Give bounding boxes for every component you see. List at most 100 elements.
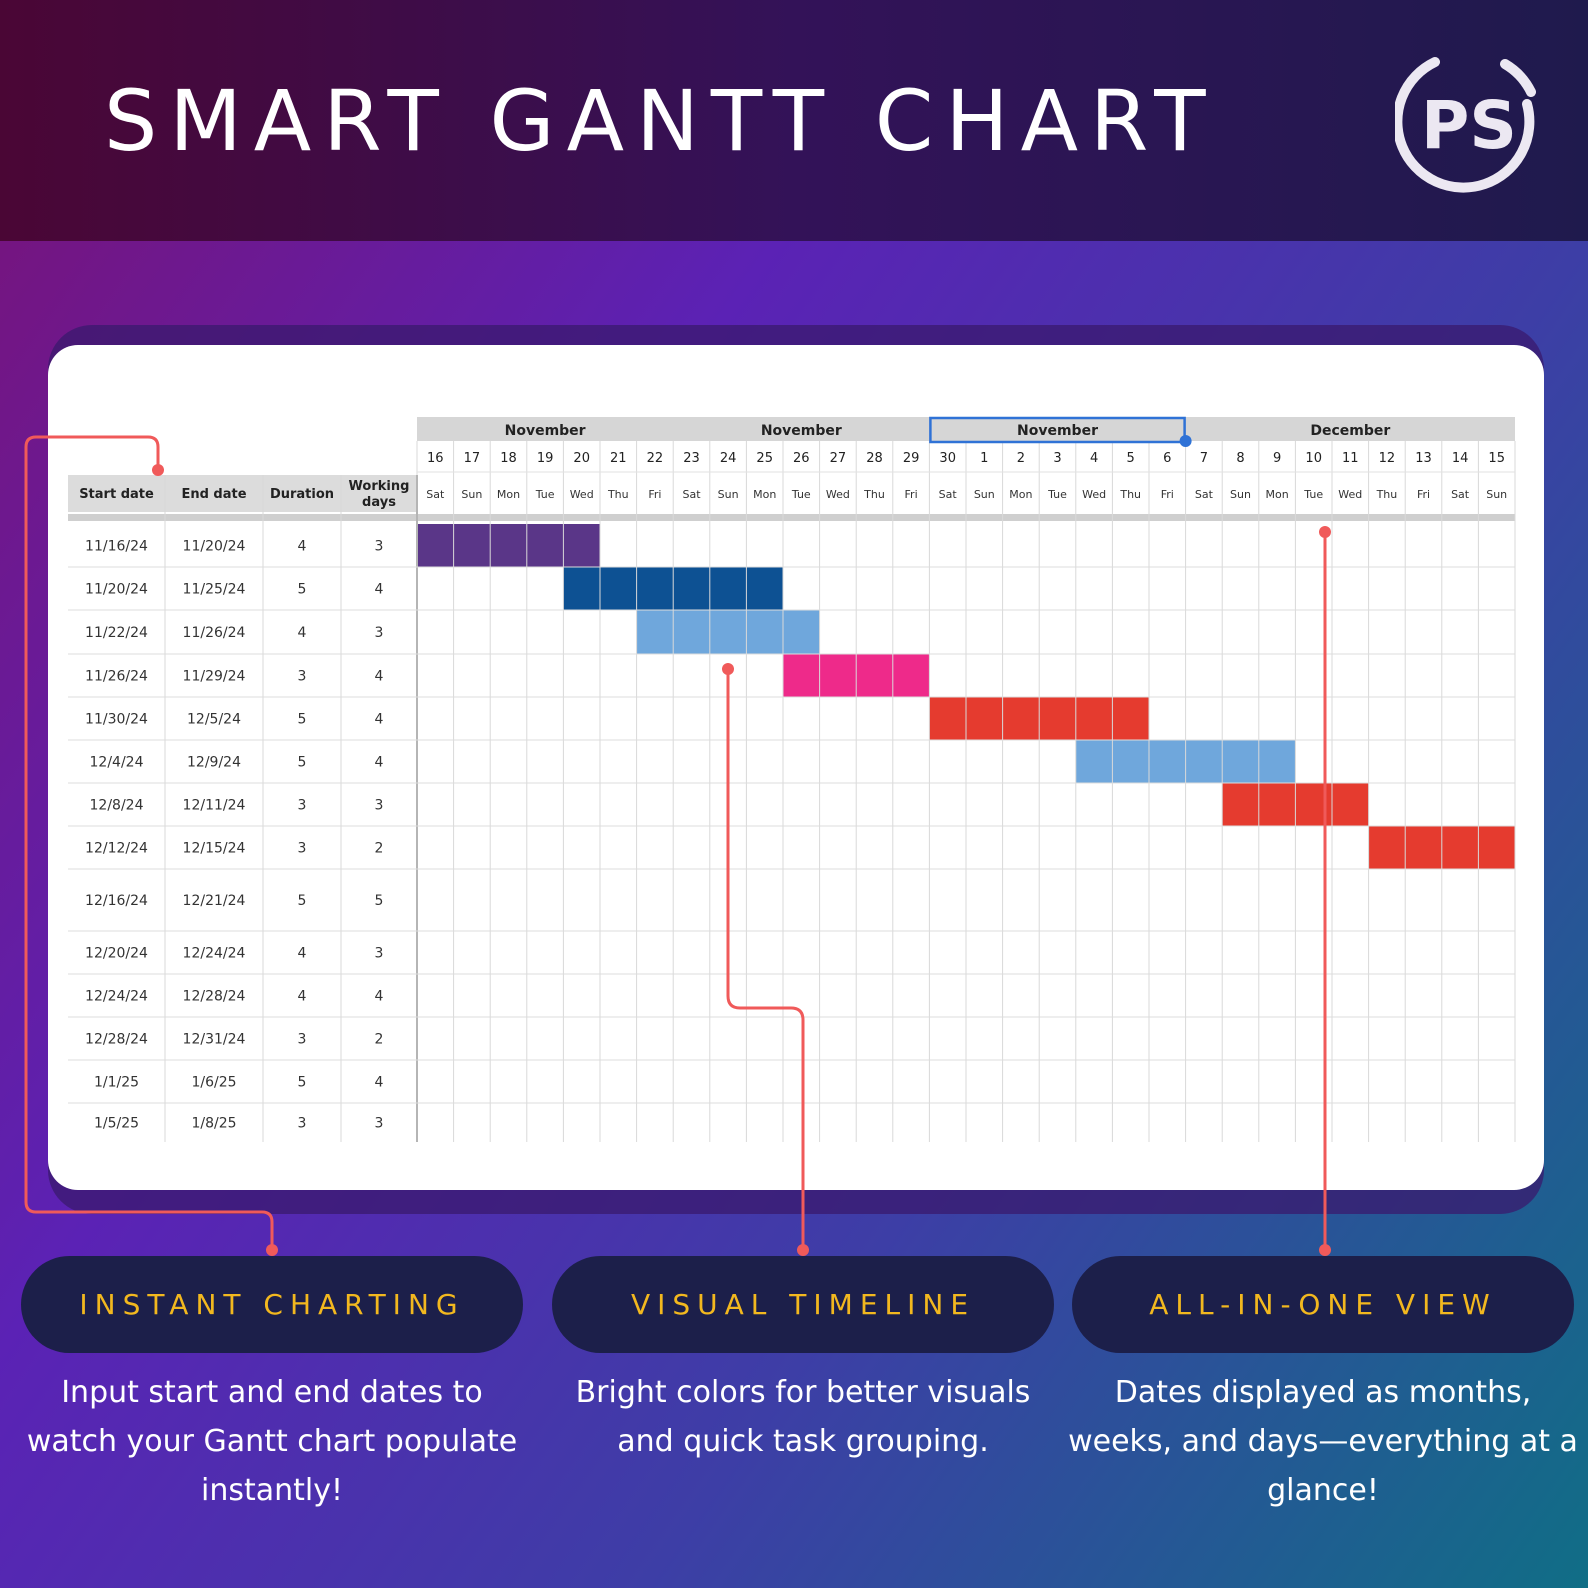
feature-description: Dates displayed as months, weeks, and da… xyxy=(1068,1375,1578,1508)
day-number: 25 xyxy=(756,451,773,466)
feature-description: Input start and end dates to watch your … xyxy=(26,1375,518,1508)
task-bar xyxy=(636,610,820,654)
weekday-label: Tue xyxy=(1303,488,1323,501)
table-cell: 5 xyxy=(298,893,307,909)
day-number: 4 xyxy=(1090,451,1098,466)
weekday-label: Thu xyxy=(863,488,885,501)
table-cell: 3 xyxy=(375,625,384,641)
feature-title: INSTANT CHARTING xyxy=(79,1288,465,1321)
ps-logo-icon: PS xyxy=(1395,57,1536,193)
day-number: 5 xyxy=(1127,451,1135,466)
table-cell: 5 xyxy=(298,712,307,728)
month-label: November xyxy=(761,423,842,439)
table-cell: 3 xyxy=(298,1116,307,1132)
table-cell: 1/5/25 xyxy=(94,1116,139,1132)
table-cell: 12/31/24 xyxy=(183,1032,246,1048)
table-cell: 5 xyxy=(298,755,307,771)
table-cell: 3 xyxy=(298,1032,307,1048)
day-number: 22 xyxy=(647,451,664,466)
table-cell: 4 xyxy=(375,989,384,1005)
weekday-label: Wed xyxy=(1082,488,1106,501)
day-number: 28 xyxy=(866,451,883,466)
day-number: 8 xyxy=(1236,451,1244,466)
weekday-label: Sun xyxy=(1230,488,1251,501)
selection-handle xyxy=(1179,435,1192,447)
table-cell: 12/28/24 xyxy=(183,989,246,1005)
table-cell: 11/22/24 xyxy=(85,625,148,641)
table-cell: 11/16/24 xyxy=(85,539,148,555)
table-cell: 4 xyxy=(298,539,307,555)
month-label: December xyxy=(1310,423,1390,439)
table-cell: 12/21/24 xyxy=(183,893,246,909)
table-cell: 12/28/24 xyxy=(85,1032,148,1048)
day-number: 7 xyxy=(1200,451,1208,466)
gantt-card: November November November December 16 Sat 17 S… xyxy=(48,345,1544,1190)
table-cell: 4 xyxy=(375,755,384,771)
header-banner: SMART GANTT CHART PS xyxy=(0,0,1588,241)
column-header: Start date xyxy=(79,487,154,502)
table-cell: 12/12/24 xyxy=(85,841,148,857)
month-label: November xyxy=(505,423,586,439)
table-cell: 12/24/24 xyxy=(85,989,148,1005)
table-cell: 2 xyxy=(375,841,384,857)
weekday-label: Sat xyxy=(1195,488,1214,501)
day-number: 1 xyxy=(980,451,988,466)
month-label: November xyxy=(1017,423,1098,439)
table-cell: 11/26/24 xyxy=(183,625,246,641)
table-cell: 12/16/24 xyxy=(85,893,148,909)
table-cell: 5 xyxy=(375,893,384,909)
day-number: 20 xyxy=(573,451,590,466)
day-number: 15 xyxy=(1488,451,1505,466)
month-header-bg xyxy=(417,417,1515,441)
weekday-label: Sat xyxy=(1451,488,1470,501)
table-cell: 3 xyxy=(375,539,384,555)
day-number: 10 xyxy=(1305,451,1322,466)
column-header: End date xyxy=(181,487,246,502)
day-number: 16 xyxy=(427,451,444,466)
header-separator xyxy=(68,514,1515,521)
table-cell: 3 xyxy=(298,669,307,685)
column-header: Working xyxy=(349,479,410,494)
day-number: 17 xyxy=(464,451,481,466)
weekday-label: Fri xyxy=(1161,488,1174,501)
weekday-label: Tue xyxy=(1047,488,1067,501)
weekday-label: Sun xyxy=(974,488,995,501)
month-selection xyxy=(929,416,1186,444)
page-title: SMART GANTT CHART xyxy=(104,72,1218,170)
weekday-label: Tue xyxy=(535,488,555,501)
weekday-label: Sun xyxy=(718,488,739,501)
day-number: 3 xyxy=(1053,451,1061,466)
weekday-label: Thu xyxy=(607,488,629,501)
day-number: 11 xyxy=(1342,451,1359,466)
weekday-label: Wed xyxy=(570,488,594,501)
table-cell: 5 xyxy=(298,1075,307,1091)
table-cell: 2 xyxy=(375,1032,384,1048)
gantt-chart: November November November December16Sat17S… xyxy=(68,416,1516,1142)
weekday-label: Sat xyxy=(426,488,445,501)
table-cell: 5 xyxy=(298,582,307,598)
table-cell: 1/6/25 xyxy=(191,1075,236,1091)
weekday-label: Sat xyxy=(939,488,958,501)
table-cell: 12/5/24 xyxy=(187,712,241,728)
table-cell: 11/25/24 xyxy=(183,582,246,598)
table-cell: 4 xyxy=(375,669,384,685)
table-cell: 3 xyxy=(375,1116,384,1132)
table-cell: 3 xyxy=(298,798,307,814)
weekday-label: Mon xyxy=(753,488,776,501)
day-number: 12 xyxy=(1379,451,1396,466)
day-number: 14 xyxy=(1452,451,1469,466)
table-cell: 11/29/24 xyxy=(183,669,246,685)
svg-text:PS: PS xyxy=(1421,87,1517,164)
table-cell: 11/30/24 xyxy=(85,712,148,728)
table-cell: 11/20/24 xyxy=(85,582,148,598)
table-cell: 4 xyxy=(298,946,307,962)
table-cell: 11/20/24 xyxy=(183,539,246,555)
weekday-label: Wed xyxy=(826,488,850,501)
day-number: 18 xyxy=(500,451,517,466)
feature-description: Bright colors for better visuals and qui… xyxy=(575,1375,1031,1459)
task-bar xyxy=(417,524,600,567)
column-header: days xyxy=(362,495,396,510)
table-cell: 12/8/24 xyxy=(90,798,144,814)
table-cell: 12/11/24 xyxy=(183,798,246,814)
day-number: 23 xyxy=(683,451,700,466)
